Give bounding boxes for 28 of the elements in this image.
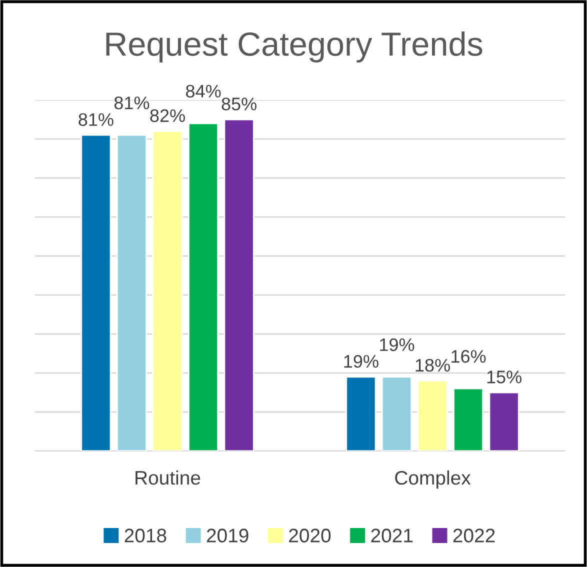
data-label: 15% [487,370,522,384]
data-label: 84% [186,84,221,98]
bar [346,376,376,451]
legend-label: 2018 [124,528,166,542]
data-label: 19% [380,338,414,352]
bar [417,380,448,451]
legend-label: 2020 [289,528,331,542]
bar [224,118,254,451]
legend-label: 2021 [371,528,413,542]
data-label: 18% [416,358,450,372]
x-tick-label: Complex [395,470,471,489]
bar [488,392,520,451]
bar [381,376,412,451]
legend-label: 2019 [206,528,248,542]
legend-label: 2022 [453,528,495,542]
data-label: 81% [114,96,150,110]
data-label: 19% [344,354,378,368]
chart-title: Request Category Trends [106,31,482,63]
data-label: 81% [78,113,114,126]
data-label: 16% [452,350,486,363]
bar [188,122,219,451]
bar [152,130,183,451]
data-label: 85% [222,98,256,110]
bar [80,134,112,451]
data-label: 82% [150,109,185,122]
bar [116,134,147,451]
x-tick-label: Routine [136,470,200,485]
bar [453,388,484,451]
